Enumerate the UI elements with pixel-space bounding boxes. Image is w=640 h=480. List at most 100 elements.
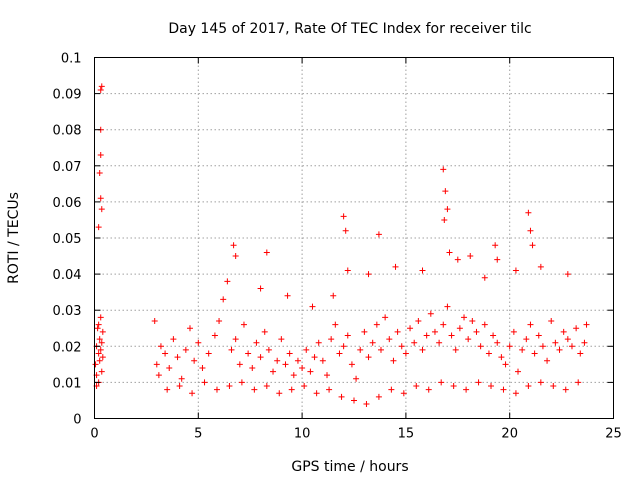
data-point <box>178 375 185 382</box>
data-point <box>436 339 443 346</box>
data-point <box>527 321 534 328</box>
data-point <box>230 242 237 249</box>
y-tick-label: 0 <box>73 413 81 428</box>
data-point <box>473 328 480 335</box>
data-point <box>92 361 99 368</box>
data-point <box>303 346 310 353</box>
y-tick-label: 0.09 <box>53 88 82 103</box>
data-point <box>98 83 105 90</box>
data-point <box>498 354 505 361</box>
data-point <box>232 336 239 343</box>
data-point <box>525 383 532 390</box>
data-point <box>240 321 247 328</box>
data-point <box>211 332 218 339</box>
data-point <box>99 328 106 335</box>
data-point <box>98 368 105 375</box>
y-axis-label: ROTI / TECUs <box>6 192 22 284</box>
data-point <box>510 328 517 335</box>
data-point <box>164 386 171 393</box>
data-point <box>257 354 264 361</box>
data-point <box>344 267 351 274</box>
data-point <box>375 231 382 238</box>
y-tick-label: 0.08 <box>53 124 82 139</box>
data-point <box>265 346 272 353</box>
data-point <box>485 350 492 357</box>
data-point <box>490 332 497 339</box>
data-point <box>442 188 449 195</box>
data-point <box>96 336 103 343</box>
data-points <box>92 83 590 408</box>
data-point <box>94 325 101 332</box>
data-point <box>539 343 546 350</box>
data-point <box>311 354 318 361</box>
y-tick-label: 0.01 <box>53 376 82 391</box>
data-point <box>535 332 542 339</box>
x-tick-label: 20 <box>501 427 518 442</box>
y-tick-label: 0.1 <box>61 52 82 67</box>
data-point <box>253 339 260 346</box>
y-tick-label: 0.04 <box>53 268 82 283</box>
data-point <box>398 343 405 350</box>
data-point <box>290 372 297 379</box>
data-point <box>162 350 169 357</box>
data-point <box>556 346 563 353</box>
data-point <box>313 390 320 397</box>
data-point <box>95 224 102 231</box>
data-point <box>336 350 343 357</box>
data-point <box>294 357 301 364</box>
grid-lines <box>94 57 614 419</box>
data-point <box>564 271 571 278</box>
data-point <box>97 346 104 353</box>
data-point <box>481 274 488 281</box>
data-point <box>257 285 264 292</box>
data-point <box>425 386 432 393</box>
data-point <box>446 249 453 256</box>
data-point <box>97 314 104 321</box>
data-point <box>386 336 393 343</box>
data-point <box>448 332 455 339</box>
x-tick-label: 25 <box>605 427 622 442</box>
data-point <box>97 151 104 158</box>
data-point <box>309 303 316 310</box>
data-point <box>270 368 277 375</box>
data-point <box>450 383 457 390</box>
data-point <box>394 328 401 335</box>
data-point <box>548 318 555 325</box>
y-tick-label: 0.05 <box>53 232 82 247</box>
data-point <box>228 346 235 353</box>
data-point <box>315 339 322 346</box>
data-point <box>523 336 530 343</box>
data-point <box>452 346 459 353</box>
data-point <box>153 361 160 368</box>
data-point <box>191 357 198 364</box>
data-point <box>326 386 333 393</box>
data-point <box>95 350 102 357</box>
data-point <box>527 227 534 234</box>
data-point <box>552 339 559 346</box>
data-point <box>560 328 567 335</box>
data-point <box>299 364 306 371</box>
data-point <box>199 364 206 371</box>
data-point <box>363 401 370 408</box>
data-point <box>99 354 106 361</box>
data-point <box>213 386 220 393</box>
data-point <box>96 357 103 364</box>
data-point <box>189 390 196 397</box>
data-point <box>195 339 202 346</box>
data-point <box>477 343 484 350</box>
axis-ticks <box>94 57 614 419</box>
data-point <box>216 318 223 325</box>
data-point <box>224 278 231 285</box>
data-point <box>400 390 407 397</box>
data-point <box>97 86 104 93</box>
data-point <box>220 296 227 303</box>
data-point <box>284 292 291 299</box>
data-point <box>342 227 349 234</box>
chart-title: Day 145 of 2017, Rate Of TEC Index for r… <box>168 21 531 37</box>
y-tick-labels: 0 0.01 0.02 0.03 0.04 0.05 0.06 0.07 0.08 0.09 0.1 <box>53 52 82 428</box>
data-point <box>564 336 571 343</box>
data-point <box>463 386 470 393</box>
data-point <box>263 249 270 256</box>
data-point <box>348 361 355 368</box>
